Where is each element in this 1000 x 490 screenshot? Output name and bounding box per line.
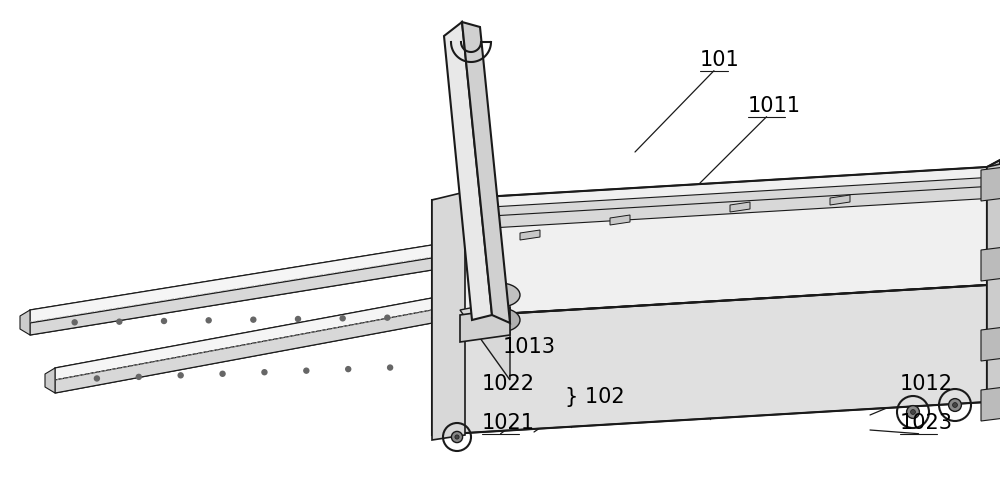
Circle shape <box>117 319 122 324</box>
Circle shape <box>949 398 961 412</box>
Text: 1011: 1011 <box>748 96 801 116</box>
Polygon shape <box>830 195 850 205</box>
Polygon shape <box>55 310 432 393</box>
Polygon shape <box>432 177 987 222</box>
Polygon shape <box>981 247 1000 281</box>
Polygon shape <box>55 298 432 393</box>
Circle shape <box>162 318 166 323</box>
Text: 1021: 1021 <box>482 413 535 433</box>
Polygon shape <box>432 192 465 440</box>
Polygon shape <box>30 245 432 323</box>
Polygon shape <box>432 167 987 318</box>
Polygon shape <box>460 300 510 380</box>
Circle shape <box>296 317 300 321</box>
Text: 1022: 1022 <box>482 374 535 394</box>
Text: 101: 101 <box>700 50 740 70</box>
Ellipse shape <box>480 308 520 332</box>
Circle shape <box>455 435 459 439</box>
Polygon shape <box>981 327 1000 361</box>
Circle shape <box>953 403 957 407</box>
Circle shape <box>304 368 309 373</box>
Circle shape <box>220 371 225 376</box>
Polygon shape <box>30 258 432 335</box>
Polygon shape <box>987 160 1000 402</box>
Polygon shape <box>444 22 492 320</box>
Polygon shape <box>432 285 987 435</box>
Polygon shape <box>45 368 55 393</box>
Polygon shape <box>20 310 30 335</box>
Polygon shape <box>730 202 750 212</box>
Text: 1013: 1013 <box>503 337 556 357</box>
Circle shape <box>178 373 183 378</box>
Polygon shape <box>30 245 432 335</box>
Text: 1012: 1012 <box>900 374 953 394</box>
Polygon shape <box>610 215 630 225</box>
Circle shape <box>206 318 211 323</box>
Circle shape <box>94 376 99 381</box>
Circle shape <box>262 370 267 375</box>
Circle shape <box>346 367 351 371</box>
Polygon shape <box>987 162 1000 402</box>
Polygon shape <box>462 22 510 323</box>
Circle shape <box>251 317 256 322</box>
Polygon shape <box>460 308 510 342</box>
Polygon shape <box>981 387 1000 421</box>
Circle shape <box>136 374 141 379</box>
Polygon shape <box>520 230 540 240</box>
Circle shape <box>72 320 77 325</box>
Circle shape <box>911 410 915 415</box>
Circle shape <box>385 315 390 320</box>
Circle shape <box>451 431 463 442</box>
Circle shape <box>340 316 345 321</box>
Text: 1023: 1023 <box>900 413 953 433</box>
Circle shape <box>388 365 393 370</box>
Circle shape <box>907 406 919 418</box>
Polygon shape <box>981 167 1000 201</box>
Polygon shape <box>55 298 432 380</box>
Ellipse shape <box>480 283 520 307</box>
Text: } 102: } 102 <box>565 387 625 407</box>
Polygon shape <box>432 187 987 231</box>
